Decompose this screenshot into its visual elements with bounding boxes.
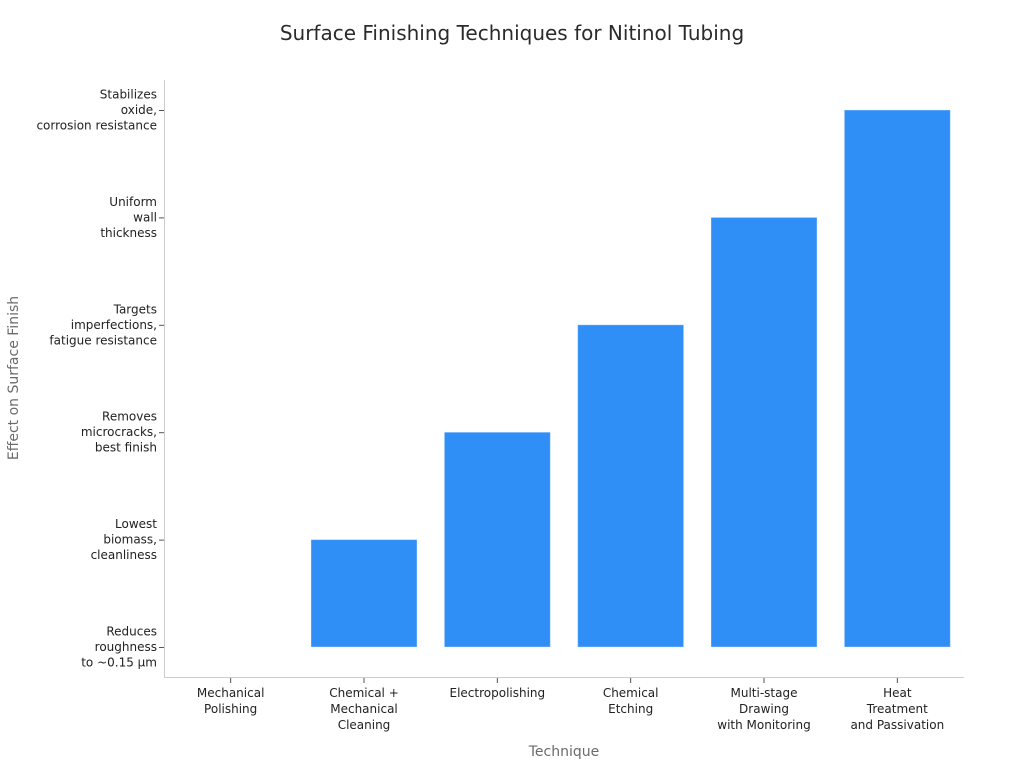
y-tick-label-line: thickness — [100, 226, 157, 240]
y-tick-label-line: Uniform — [109, 195, 157, 209]
bar — [443, 431, 551, 648]
y-tick-label-line: wall — [133, 210, 157, 224]
y-tick-label: Lowest biomass, cleanliness — [91, 517, 158, 562]
bar — [843, 109, 951, 648]
y-tick-label-line: cleanliness — [91, 548, 157, 562]
x-tick-label: Chemical Etching — [603, 686, 659, 716]
y-tick-label-line: microcracks, — [81, 425, 157, 439]
y-tick-labels: Reduces roughness to ~0.15 µm Lowest biomass… — [36, 88, 157, 670]
x-tick-label: Heat Treatment and Passivation — [850, 686, 944, 732]
x-tick-label-line: Drawing — [739, 702, 789, 716]
y-tick-label-line: Lowest — [115, 517, 157, 531]
bar — [577, 324, 685, 648]
bar — [710, 216, 818, 648]
x-ticks — [230, 678, 898, 683]
y-tick-label-line: Targets — [113, 302, 157, 316]
x-tick-label: Mechanical Polishing — [197, 686, 265, 716]
y-tick-label-line: Removes — [102, 410, 157, 424]
x-tick-label-line: Chemical + — [329, 686, 399, 700]
y-tick-label: Uniform wall thickness — [100, 195, 157, 240]
x-tick-label-line: and Passivation — [850, 718, 944, 732]
x-tick-label-line: Mechanical — [330, 702, 398, 716]
x-tick-label-line: Heat — [883, 686, 912, 700]
y-axis-title: Effect on Surface Finish — [6, 296, 22, 460]
y-tick-label: Reduces roughness to ~0.15 µm — [81, 625, 157, 670]
x-tick-label-line: Electropolishing — [450, 686, 546, 700]
y-tick-label-line: biomass, — [103, 533, 157, 547]
x-tick-label-line: Chemical — [603, 686, 659, 700]
y-tick-label-line: Reduces — [106, 625, 157, 639]
x-tick-label-line: with Monitoring — [717, 718, 810, 732]
y-tick-label-line: fatigue resistance — [49, 333, 157, 347]
y-tick-label-line: best finish — [95, 441, 157, 455]
y-tick-label-line: oxide, — [121, 103, 157, 117]
x-tick-label-line: Mechanical — [197, 686, 265, 700]
y-tick-label-line: roughness — [95, 640, 157, 654]
x-tick-label-line: Etching — [608, 702, 653, 716]
bar — [310, 539, 418, 648]
x-tick-label-line: Treatment — [866, 702, 928, 716]
x-tick-label: Chemical + Mechanical Cleaning — [329, 686, 399, 732]
x-tick-label-line: Cleaning — [338, 718, 391, 732]
y-tick-label: Targets imperfections, fatigue resistance — [49, 302, 157, 347]
chart-title: Surface Finishing Techniques for Nitinol… — [280, 21, 744, 45]
bars — [310, 109, 951, 648]
x-tick-label: Multi-stage Drawing with Monitoring — [717, 686, 810, 732]
y-ticks — [159, 110, 164, 648]
y-tick-label-line: corrosion resistance — [36, 119, 157, 133]
x-tick-label-line: Multi-stage — [731, 686, 798, 700]
x-axis-title: Technique — [528, 744, 600, 760]
y-tick-label-line: imperfections, — [71, 318, 157, 332]
x-tick-label-line: Polishing — [204, 702, 257, 716]
x-tick-label: Electropolishing — [450, 686, 546, 700]
y-tick-label-line: Stabilizes — [100, 88, 157, 102]
y-tick-label-line: to ~0.15 µm — [81, 656, 157, 670]
y-tick-label: Stabilizes oxide, corrosion resistance — [36, 88, 157, 133]
y-tick-label: Removes microcracks, best finish — [81, 410, 157, 455]
